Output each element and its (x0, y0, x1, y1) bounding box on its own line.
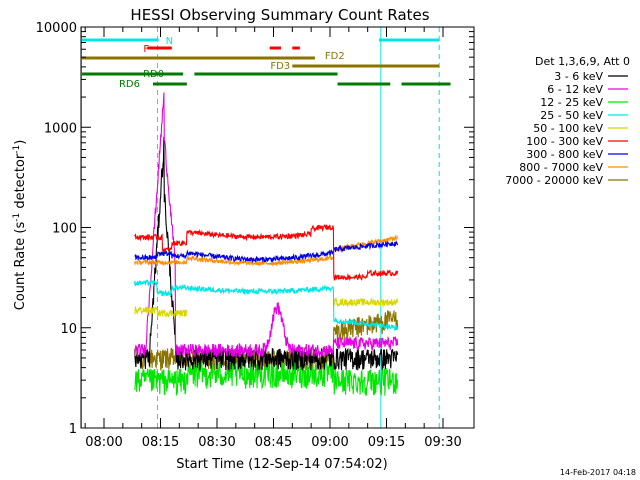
legend-label: 50 - 100 keV (533, 122, 603, 135)
y-axis-label-sup: -1 (12, 145, 22, 154)
x-tick-label: 08:15 (142, 435, 179, 450)
flag-label-fd2: FD2 (325, 51, 345, 62)
series-line-magenta (134, 92, 399, 358)
y-tick-label: 10000 (36, 21, 77, 36)
x-tick-label: 08:45 (255, 435, 292, 450)
flag-label-n: N (166, 36, 173, 47)
legend-label: 7000 - 20000 keV (505, 174, 603, 187)
legend-label: 100 - 300 keV (526, 135, 603, 148)
y-axis-label-part: detector (13, 153, 28, 213)
legend-label: 3 - 6 keV (554, 70, 603, 83)
axes: 1 10 100 1000 10000 08:00 08:15 08:30 08:45 09:00… (36, 21, 475, 450)
x-tick-label: 08:30 (198, 435, 235, 450)
y-tick-label: 1000 (44, 121, 77, 136)
series-line-yellow (134, 297, 399, 319)
flag-label-rd0: RD0 (143, 69, 164, 80)
date-stamp: 14-Feb-2017 04:18 (560, 468, 636, 477)
x-tick-label: 09:00 (311, 435, 348, 450)
series-line-red (134, 224, 399, 282)
x-axis-label: Start Time (12-Sep-14 07:54:02) (176, 457, 387, 472)
x-tick-label: 09:30 (424, 435, 461, 450)
legend-label: 25 - 50 keV (540, 109, 603, 122)
x-tick-label: 09:15 (368, 435, 405, 450)
flag-label-rd6: RD6 (119, 79, 140, 90)
legend-label: 6 - 12 keV (547, 83, 603, 96)
flag-label-fd3: FD3 (270, 61, 290, 72)
y-axis-label-part: Count Rate (s (13, 222, 28, 311)
chart-title: HESSI Observing Summary Count Rates (130, 6, 429, 24)
y-axis-label: Count Rate (s-1 detector-1) (12, 140, 28, 311)
plot-area (80, 27, 440, 428)
legend-label: 800 - 7000 keV (519, 161, 603, 174)
y-tick-label: 100 (52, 222, 77, 237)
series-line-cyan (133, 278, 399, 332)
y-axis-label-part: ) (13, 140, 28, 145)
legend-label: 300 - 800 keV (526, 148, 603, 161)
y-tick-label: 1 (69, 422, 77, 437)
series-line-black (134, 136, 399, 372)
legend-title: Det 1,3,6,9, Att 0 (535, 55, 630, 68)
y-tick-label: 10 (60, 322, 77, 337)
y-axis-label-sup: -1 (12, 213, 22, 222)
x-tick-label: 08:00 (85, 435, 122, 450)
flag-label-f: F (143, 44, 149, 55)
legend-label: 12 - 25 keV (540, 96, 603, 109)
series-line-orange (133, 234, 399, 268)
series-line-blue (134, 239, 399, 264)
